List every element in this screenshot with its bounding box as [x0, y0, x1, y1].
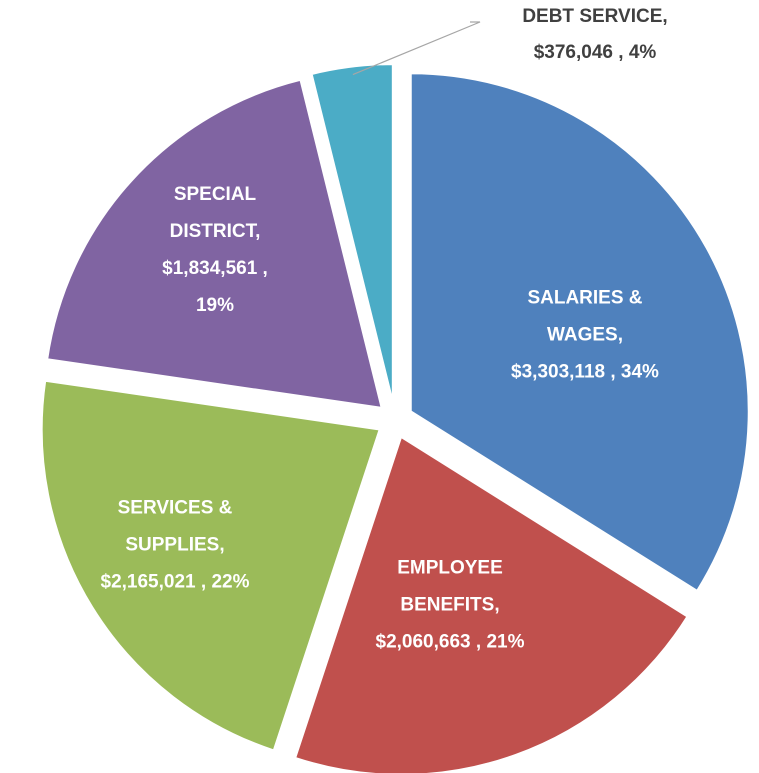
- value-label: $376,046: [534, 42, 629, 63]
- category-label: EMPLOYEE BENEFITS: [365, 550, 535, 624]
- value-line: $2,060,66321%: [320, 624, 580, 661]
- percentage-label: 34%: [620, 361, 659, 383]
- value-line: $2,165,02122%: [85, 564, 265, 601]
- pie-slice: [40, 379, 382, 752]
- value-label: $2,165,021: [101, 572, 212, 593]
- value-line: $3,303,11834%: [455, 354, 715, 391]
- slice-label: SPECIAL DISTRICT $1,834,561 19%: [145, 176, 285, 324]
- value-label: $3,303,118: [511, 362, 621, 383]
- category-label: SALARIES & WAGES: [498, 280, 673, 354]
- slice-label: EMPLOYEE BENEFITS$2,060,66321%: [320, 550, 580, 661]
- slice-label: SERVICES & SUPPLIES$2,165,02122%: [85, 490, 265, 601]
- percentage-label: 21%: [486, 631, 525, 653]
- value-label: $1,834,561: [162, 258, 268, 279]
- category-label: SPECIAL DISTRICT: [145, 176, 285, 250]
- percentage-label: 22%: [211, 571, 250, 593]
- value-line: $376,0464%: [465, 35, 725, 71]
- leader-line: [352, 21, 481, 76]
- percentage-label: 19%: [195, 295, 235, 316]
- slice-label: DEBT SERVICE$376,0464%: [465, 0, 725, 71]
- value-label: $2,060,663: [376, 632, 487, 653]
- value-line: $1,834,561 19%: [145, 250, 285, 324]
- percentage-label: 4%: [628, 42, 657, 63]
- pie-slice: [310, 63, 394, 403]
- category-label: SERVICES & SUPPLIES: [85, 490, 265, 564]
- slice-label: SALARIES & WAGES$3,303,11834%: [455, 280, 715, 391]
- category-label: DEBT SERVICE: [465, 0, 725, 35]
